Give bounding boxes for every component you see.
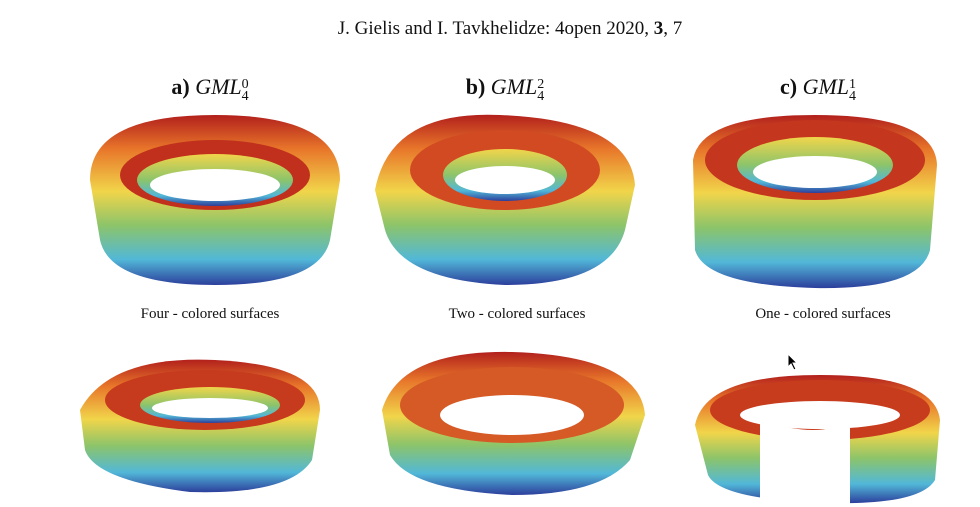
running-header: J. Gielis and I. Tavkhelidze: 4open 2020… (337, 18, 683, 39)
panel-label-a: a) GML0 4 (171, 74, 249, 104)
torus-b-top (375, 114, 635, 286)
caption-b: Two - colored surfaces (448, 306, 586, 322)
panel-label-c: c) GML1 4 (779, 74, 857, 104)
panel-label-b: b) GML2 4 (465, 74, 545, 104)
mouse-cursor-icon (787, 353, 799, 371)
torus-a-top (90, 115, 340, 285)
torus-c-top (693, 115, 937, 289)
caption-c: One - colored surfaces (755, 306, 891, 322)
torus-a-bottom (80, 359, 320, 493)
torus-b-bottom (382, 351, 645, 495)
caption-a: Four - colored surfaces (140, 306, 280, 322)
torus-c-bottom (695, 375, 940, 505)
